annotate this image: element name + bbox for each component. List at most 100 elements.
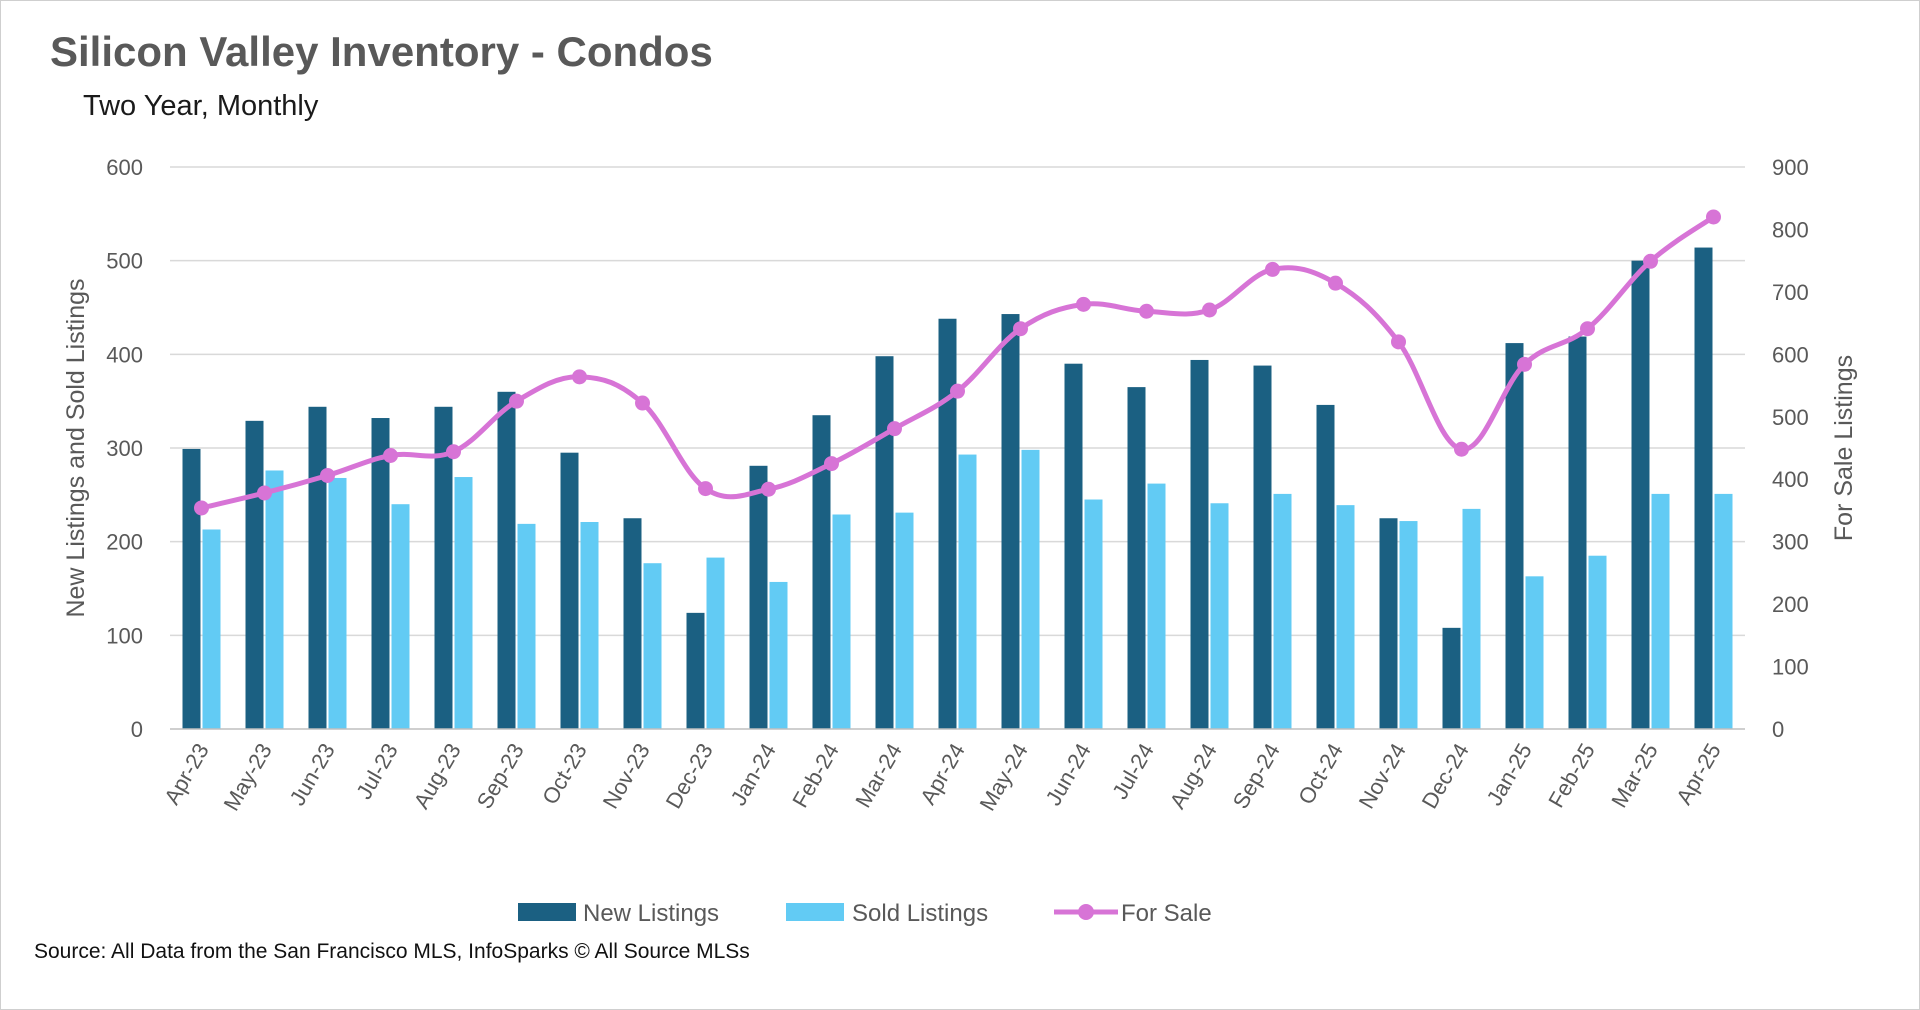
left-tick-label: 200 [106, 530, 143, 555]
bar-sold-listings [1714, 493, 1733, 729]
x-tick-label: Dec-23 [661, 739, 718, 813]
right-tick-label: 0 [1772, 717, 1784, 742]
right-tick-label: 300 [1772, 530, 1809, 555]
x-tick-label: Jul-24 [1107, 739, 1159, 803]
right-tick-label: 600 [1772, 342, 1809, 367]
legend-label-sold-listings: Sold Listings [852, 900, 988, 927]
bar-new-listings [1316, 404, 1335, 729]
x-tick-label: Apr-24 [915, 739, 970, 809]
bar-new-listings [1631, 260, 1650, 729]
for-sale-point [257, 485, 272, 501]
for-sale-point [1706, 209, 1721, 225]
right-tick-label: 200 [1772, 592, 1809, 617]
right-tick-label: 700 [1772, 280, 1809, 305]
for-sale-point [446, 444, 461, 460]
x-tick-label: Mar-25 [1606, 739, 1662, 812]
bar-new-listings [686, 612, 705, 729]
for-sale-point [509, 393, 524, 409]
bar-sold-listings [202, 529, 221, 729]
for-sale-point [1454, 441, 1469, 457]
bar-new-listings [1127, 387, 1146, 729]
x-tick-label: Apr-23 [159, 739, 214, 809]
gridlines [170, 166, 1745, 637]
x-tick-label: Mar-24 [850, 739, 906, 812]
bar-sold-listings [265, 470, 284, 729]
x-tick-label: Dec-24 [1417, 739, 1474, 813]
bar-sold-listings [895, 512, 914, 729]
bar-sold-listings [1588, 555, 1607, 729]
bar-sold-listings [517, 523, 536, 729]
bar-sold-listings [580, 521, 599, 729]
bar-new-listings [1190, 359, 1209, 729]
legend-label-for-sale: For Sale [1121, 900, 1212, 927]
bar-new-listings [371, 418, 390, 729]
legend-label-new-listings: New Listings [583, 900, 719, 927]
for-sale-point [1517, 356, 1532, 372]
for-sale-point [1202, 302, 1217, 318]
x-tick-label: Aug-24 [1165, 739, 1222, 813]
for-sale-point [320, 467, 335, 483]
bar-new-listings [1379, 518, 1398, 729]
bar-sold-listings [769, 581, 788, 729]
bar-sold-listings [391, 504, 410, 729]
right-axis-ticks: 0 100 200 300 400 500 600 700 800 900 [1772, 155, 1809, 742]
left-axis-title: New Listings and Sold Listings [62, 278, 90, 617]
for-sale-point [194, 500, 209, 516]
right-axis-title: For Sale Listings [1830, 355, 1858, 541]
legend: New Listings Sold Listings For Sale [518, 900, 1212, 927]
for-sale-point [950, 383, 965, 399]
x-tick-label: Oct-23 [537, 739, 592, 809]
bar-new-listings [1505, 343, 1524, 729]
bar-new-listings [1694, 247, 1713, 729]
bar-sold-listings [706, 557, 725, 729]
bar-new-listings [497, 391, 516, 729]
source-note: Source: All Data from the San Francisco … [34, 940, 750, 963]
chart-subtitle: Two Year, Monthly [83, 90, 319, 122]
x-tick-label: Aug-23 [409, 739, 466, 813]
for-sale-point [1013, 321, 1028, 337]
x-tick-label: Jan-25 [1482, 739, 1537, 810]
bar-new-listings [434, 406, 453, 729]
x-tick-label: Oct-24 [1293, 739, 1348, 809]
for-sale-point [761, 481, 776, 497]
bar-sold-listings [1399, 521, 1418, 729]
bars [182, 247, 1733, 729]
x-tick-label: Sep-24 [1228, 739, 1285, 813]
bar-new-listings [182, 448, 201, 729]
legend-swatch-sold-listings [786, 903, 844, 921]
bar-new-listings [875, 356, 894, 729]
x-tick-label: Nov-24 [1354, 739, 1411, 813]
left-tick-label: 0 [131, 717, 143, 742]
bar-new-listings [1253, 365, 1272, 729]
chart-title: Silicon Valley Inventory - Condos [50, 28, 713, 75]
left-tick-label: 500 [106, 249, 143, 274]
for-sale-point [887, 421, 902, 437]
bar-new-listings [1442, 627, 1461, 729]
bar-sold-listings [643, 563, 662, 729]
for-sale-point [635, 395, 650, 411]
bar-sold-listings [1147, 483, 1166, 729]
right-tick-label: 900 [1772, 155, 1809, 180]
for-sale-point [1139, 303, 1154, 319]
for-sale-point [383, 447, 398, 463]
bar-new-listings [245, 420, 264, 729]
x-tick-label: Jan-24 [726, 739, 781, 810]
bar-new-listings [1001, 314, 1020, 729]
bar-sold-listings [832, 514, 851, 729]
bar-sold-listings [1336, 505, 1355, 729]
for-sale-point [698, 481, 713, 497]
bar-sold-listings [1210, 503, 1229, 729]
for-sale-point [1643, 253, 1658, 269]
for-sale-point [1580, 321, 1595, 337]
x-tick-label: Feb-24 [787, 739, 844, 812]
bar-sold-listings [1084, 499, 1103, 729]
bar-new-listings [938, 318, 957, 729]
bar-new-listings [560, 452, 579, 729]
for-sale-point [1391, 334, 1406, 350]
for-sale-point [1076, 296, 1091, 312]
left-tick-label: 300 [106, 436, 143, 461]
x-tick-label: Apr-25 [1671, 739, 1726, 809]
bar-sold-listings [1273, 493, 1292, 729]
right-tick-label: 100 [1772, 655, 1809, 680]
